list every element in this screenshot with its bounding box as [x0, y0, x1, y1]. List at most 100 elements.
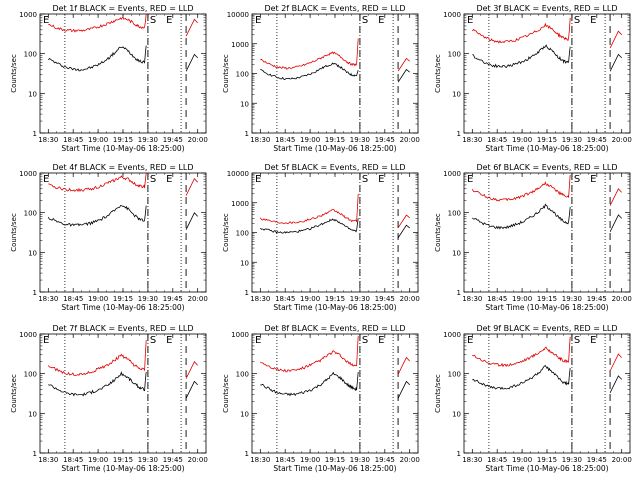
series-line-events [260, 371, 359, 397]
y-axis-label: Counts/sec [222, 54, 230, 93]
series-line-lld [47, 340, 147, 377]
x-tick-label: 20:00 [400, 136, 420, 144]
x-tick-label: 18:30 [38, 136, 58, 144]
series-line-events [472, 44, 571, 69]
y-tick-label: 1000 [443, 170, 461, 178]
x-tick-label: 18:45 [487, 136, 507, 144]
segment-marker-label: E [43, 174, 49, 185]
series-tail-lld [609, 188, 622, 206]
x-tick-label: 19:15 [113, 136, 133, 144]
series-tail-lld [185, 360, 198, 379]
x-tick-label: 19:00 [300, 136, 320, 144]
segment-marker-label: E [467, 15, 473, 26]
x-tick-label: 19:30 [350, 456, 370, 464]
series-tail-events [397, 68, 410, 83]
x-tick-label: 18:45 [63, 456, 83, 464]
y-axis-label: Counts/sec [10, 54, 18, 93]
series-tail-events [397, 224, 410, 239]
x-tick-label: 19:45 [163, 295, 183, 303]
y-tick-label: 100 [24, 371, 37, 379]
x-tick-label: 19:00 [512, 295, 532, 303]
segment-marker-label: E [166, 174, 172, 185]
x-axis-label: Start Time (10-May-06 18:25:00) [61, 303, 184, 312]
x-tick-label: 18:45 [275, 456, 295, 464]
segment-marker-label: E [166, 15, 172, 26]
panel-det-6f: Det 6f BLACK = Events, RED = LLD 1 10 100 10… [434, 163, 632, 312]
x-tick-label: 19:30 [562, 136, 582, 144]
plot-frame [463, 172, 631, 293]
x-axis-label: Start Time (10-May-06 18:25:00) [61, 144, 184, 153]
segment-marker-label: E [255, 174, 261, 185]
x-tick-label: 19:45 [163, 456, 183, 464]
series-line-events [260, 62, 359, 81]
x-tick-label: 19:15 [325, 456, 345, 464]
segment-marker-label: E [378, 15, 384, 26]
x-tick-label: 19:15 [113, 456, 133, 464]
x-tick-label: 19:00 [88, 136, 108, 144]
y-tick-label: 100 [236, 230, 249, 238]
y-tick-label: 1000 [19, 11, 37, 19]
panel-title: Det 3f BLACK = Events, RED = LLD [476, 4, 617, 13]
y-tick-label: 10 [452, 90, 461, 98]
y-axis-label: Counts/sec [222, 374, 230, 413]
x-tick-label: 18:30 [250, 456, 270, 464]
series-line-lld [260, 38, 359, 70]
segment-marker-label: S [150, 335, 156, 346]
panel-title: Det 7f BLACK = Events, RED = LLD [52, 324, 193, 333]
segment-marker-label: E [467, 335, 473, 346]
x-tick-label: 18:30 [462, 456, 482, 464]
x-tick-label: 18:45 [487, 295, 507, 303]
panel-det-5f: Det 5f BLACK = Events, RED = LLD 1 10 100 10… [222, 163, 420, 312]
series-line-lld [472, 336, 571, 368]
y-axis-label: Counts/sec [10, 213, 18, 252]
y-tick-label: 1000 [443, 11, 461, 19]
x-tick-label: 19:15 [325, 136, 345, 144]
y-tick-label: 1 [457, 289, 461, 297]
segment-marker-label: S [574, 335, 580, 346]
panel-det-2f: Det 2f BLACK = Events, RED = LLD 1 10 100 10… [222, 4, 420, 153]
y-tick-label: 10000 [227, 11, 249, 19]
series-line-lld [259, 193, 359, 225]
y-tick-label: 1000 [19, 170, 37, 178]
segment-marker-label: E [590, 15, 596, 26]
series-tail-events [185, 212, 198, 230]
y-tick-label: 100 [236, 71, 249, 79]
y-tick-label: 1 [457, 130, 461, 138]
series-tail-lld [185, 18, 198, 37]
x-tick-label: 19:45 [163, 136, 183, 144]
panel-det-1f: Det 1f BLACK = Events, RED = LLD 1 10 100 10… [10, 4, 208, 153]
series-line-lld [48, 13, 147, 33]
x-tick-label: 19:45 [587, 295, 607, 303]
y-tick-label: 1 [33, 289, 37, 297]
y-tick-label: 10 [240, 410, 249, 418]
x-tick-label: 19:15 [537, 456, 557, 464]
panel-title: Det 2f BLACK = Events, RED = LLD [264, 4, 405, 13]
x-tick-label: 20:00 [188, 136, 208, 144]
x-axis-label: Start Time (10-May-06 18:25:00) [485, 144, 608, 153]
x-axis-label: Start Time (10-May-06 18:25:00) [273, 144, 396, 153]
x-axis-label: Start Time (10-May-06 18:25:00) [485, 303, 608, 312]
series-line-events [48, 371, 147, 397]
y-tick-label: 10 [28, 410, 37, 418]
x-tick-label: 19:30 [138, 295, 158, 303]
x-axis-label: Start Time (10-May-06 18:25:00) [273, 464, 396, 473]
panel-det-7f: Det 7f BLACK = Events, RED = LLD 1 10 100 10… [10, 324, 208, 473]
segment-marker-label: S [362, 174, 368, 185]
plot-frame [463, 13, 631, 134]
segment-marker-label: S [150, 174, 156, 185]
y-tick-label: 1 [33, 450, 37, 458]
series-tail-events [609, 375, 622, 393]
plot-frame [39, 13, 207, 134]
y-axis-label: Counts/sec [10, 374, 18, 413]
x-tick-label: 19:15 [113, 295, 133, 303]
x-tick-label: 19:45 [587, 136, 607, 144]
y-tick-label: 1 [33, 130, 37, 138]
x-tick-label: 18:30 [38, 456, 58, 464]
segment-marker-label: E [255, 335, 261, 346]
panel-det-4f: Det 4f BLACK = Events, RED = LLD 1 10 100 10… [10, 163, 208, 312]
segment-marker-label: E [378, 335, 384, 346]
x-tick-label: 20:00 [400, 295, 420, 303]
y-tick-label: 100 [24, 51, 37, 59]
x-tick-label: 18:45 [275, 295, 295, 303]
segment-marker-label: E [43, 335, 49, 346]
